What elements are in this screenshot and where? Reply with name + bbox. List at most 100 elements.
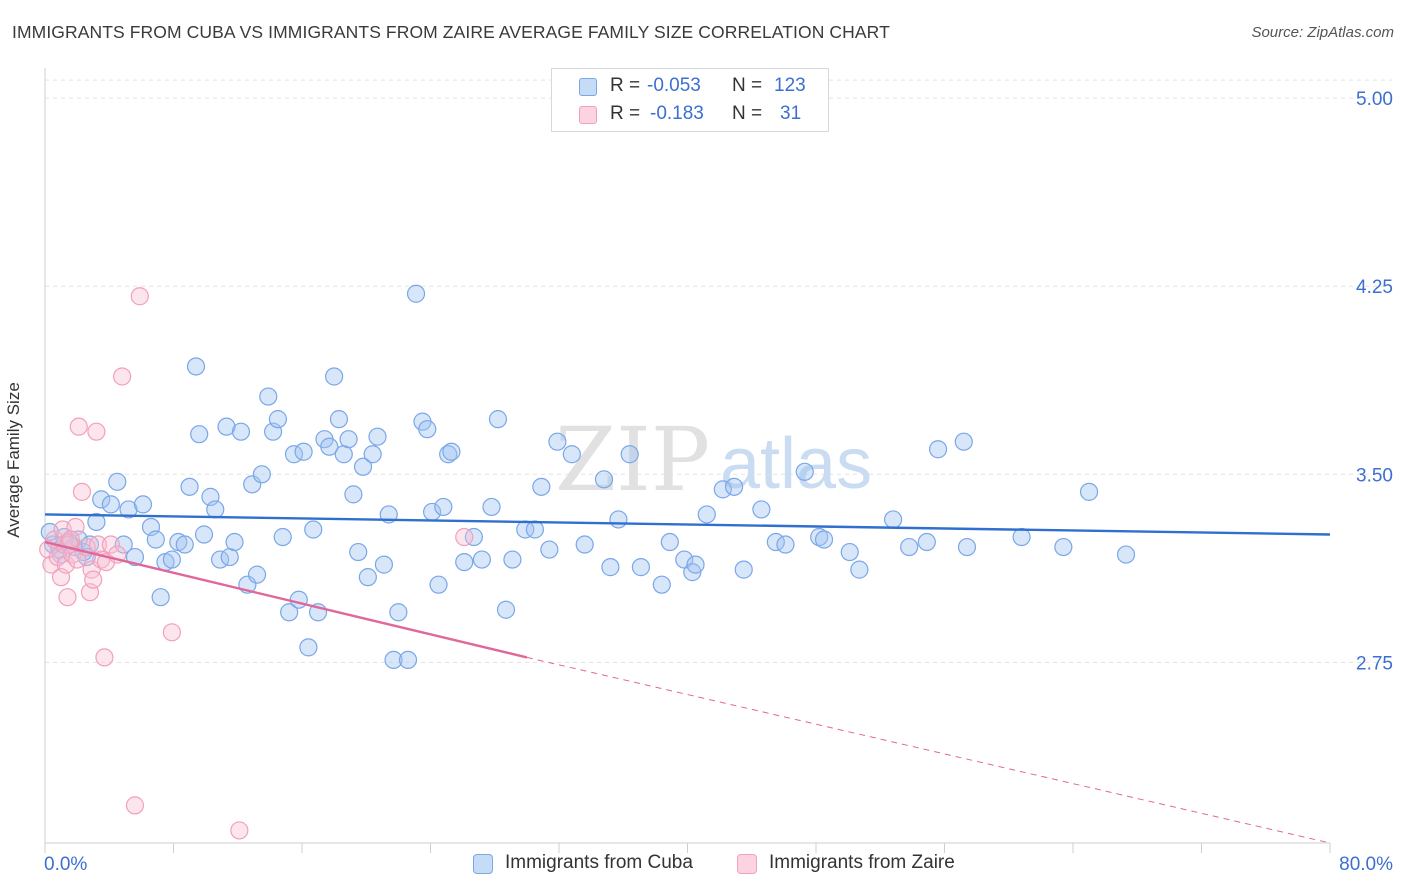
cuba-point [175,535,194,554]
cuba-point [850,560,869,579]
zaire-point [130,287,149,306]
cuba-point [724,477,744,496]
zaire-point [68,550,87,569]
zaire-r-label: R = [610,103,641,124]
chart-source: Source: ZipAtlas.com [1251,24,1394,41]
zaire-point [56,555,75,574]
cuba-point [776,535,795,554]
cuba-point [252,465,271,484]
cuba-point [114,535,133,554]
cuba-trend-line [44,513,1331,536]
x-tick-labels: 0.0% 80.0% [44,854,1393,875]
zaire-point [58,588,77,607]
cuba-point [186,357,206,376]
cuba-point [814,530,834,549]
cuba-point [374,555,394,574]
zaire-point [95,648,114,667]
legend-zaire-swatch-icon [737,854,757,874]
cuba-point [194,525,214,544]
cuba-point [108,472,127,491]
cuba-point [339,430,358,449]
cuba-point [406,284,426,303]
cuba-point [954,432,973,451]
cuba-point [133,495,153,514]
cuba-point [363,445,382,464]
cuba-point [439,445,458,464]
stats-row-zaire: R = -0.183 N = 31 [552,101,828,129]
cuba-point [334,445,353,464]
cuba-point [540,540,559,559]
cuba-point [320,437,339,456]
y-tick-labels: 2.75 3.50 4.25 5.00 [1356,89,1393,674]
cuba-point [289,590,308,609]
cuba-point [247,565,267,584]
cuba-point [384,650,403,670]
cuba-point [389,603,408,622]
watermark-atlas: atlas [720,424,872,504]
cuba-point [455,552,474,572]
cuba-point [268,410,288,429]
cuba-swatch-icon [579,78,597,96]
legend-cuba-label: Immigrants from Cuba [505,852,693,873]
y-axis-label: Average Family Size [4,382,23,538]
cuba-point [304,520,323,539]
cuba-point [957,537,977,557]
cuba-point [190,425,209,444]
zaire-point [88,535,108,554]
zaire-swatch-icon [579,106,597,124]
zaire-point [101,535,120,554]
cuba-point [496,600,516,619]
cuba-n-value: 123 [774,75,806,96]
cuba-point [734,560,753,579]
watermark-zip: ZIP [555,408,710,511]
zaire-trend-extension [526,656,1331,844]
y-tick-label: 3.50 [1356,465,1393,486]
cuba-point [180,477,199,496]
zaire-point [112,367,132,386]
cuba-point [1116,545,1136,564]
zaire-n-value: 31 [780,103,802,124]
trend-lines [44,513,1331,844]
cuba-point [620,445,639,464]
cuba-point [398,650,418,670]
cuba-point [217,417,236,436]
cuba-point [472,550,491,569]
y-tick-label: 2.75 [1356,653,1393,674]
cuba-point [119,500,138,519]
cuba-point [752,500,771,519]
cuba-point [482,497,501,517]
series-cuba-points [40,284,1136,670]
watermark: ZIP atlas [555,408,872,511]
cuba-point [795,462,814,481]
cuba-point [697,505,716,524]
zaire-trend-line [44,540,528,659]
cuba-point [294,442,313,461]
cuba-point [225,532,244,552]
cuba-point [488,410,508,429]
cuba-r-label: R = [610,75,641,96]
cuba-point [883,510,903,529]
cuba-point [1054,537,1073,557]
cuba-point [900,537,919,557]
x-tick-label-end: 80.0% [1339,854,1393,875]
cuba-point [358,568,377,587]
axes [44,68,1331,853]
cuba-point [206,500,225,519]
chart-title: IMMIGRANTS FROM CUBA VS IMMIGRANTS FROM … [12,22,890,42]
cuba-point [273,527,292,547]
cuba-point [151,588,170,607]
cuba-point [1012,527,1031,547]
cuba-n-label: N = [732,75,763,96]
y-tick-label: 4.25 [1356,277,1393,298]
zaire-point [125,796,145,815]
cuba-point [442,442,461,461]
cuba-point [101,495,120,514]
cuba-point [652,575,671,594]
cuba-point [928,440,948,459]
cuba-point [525,520,545,539]
zaire-point [69,417,88,436]
cuba-point [810,527,829,547]
zaire-point [230,821,249,840]
cuba-point [259,387,278,406]
